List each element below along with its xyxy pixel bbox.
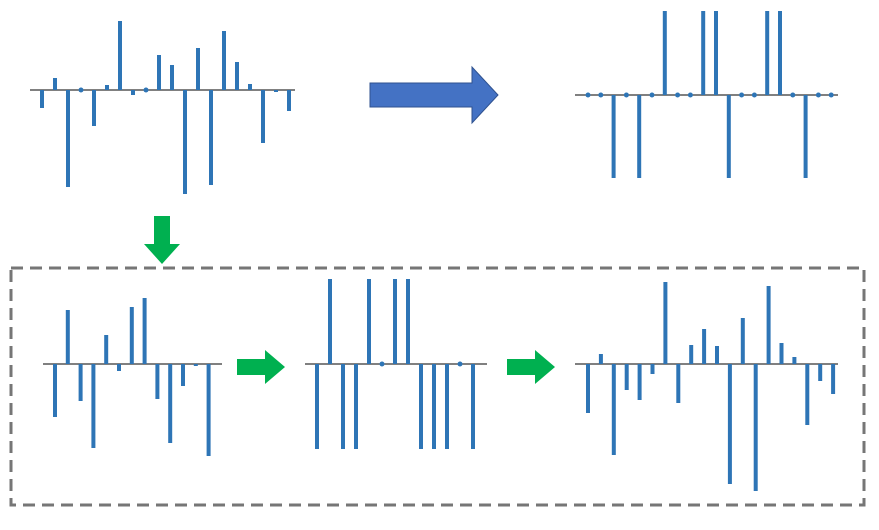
stem bbox=[818, 364, 823, 381]
stem bbox=[53, 78, 57, 90]
blue-arrow bbox=[369, 65, 499, 125]
stem-dot bbox=[143, 87, 149, 93]
stem bbox=[157, 55, 161, 90]
stem bbox=[445, 364, 449, 449]
stem-dot bbox=[751, 92, 757, 98]
stem bbox=[168, 364, 173, 443]
stem-dot bbox=[379, 361, 385, 367]
stem bbox=[66, 90, 70, 187]
stem bbox=[183, 90, 187, 194]
stem-dot bbox=[585, 92, 591, 98]
stem-dot bbox=[739, 92, 745, 98]
stem bbox=[650, 364, 655, 374]
stem bbox=[598, 354, 603, 364]
stem bbox=[105, 85, 109, 90]
stem bbox=[131, 90, 135, 95]
stem bbox=[129, 307, 134, 364]
stem bbox=[471, 364, 475, 449]
stem bbox=[740, 318, 745, 364]
stem bbox=[65, 310, 70, 364]
stem bbox=[328, 279, 332, 364]
stem-dot bbox=[623, 92, 629, 98]
stem bbox=[432, 364, 436, 449]
stem bbox=[726, 95, 731, 178]
stem bbox=[53, 364, 57, 417]
stem bbox=[611, 95, 616, 178]
stem bbox=[206, 364, 211, 456]
stem-dot bbox=[649, 92, 655, 98]
stem bbox=[805, 364, 810, 425]
green-right-arrow bbox=[237, 350, 285, 384]
stem bbox=[624, 364, 629, 390]
stem bbox=[715, 346, 719, 364]
stem bbox=[662, 11, 667, 95]
stem bbox=[287, 90, 291, 111]
stem bbox=[193, 364, 198, 366]
stem bbox=[209, 90, 213, 185]
stem bbox=[117, 364, 121, 371]
stem bbox=[831, 364, 836, 394]
stem bbox=[248, 84, 252, 90]
stem bbox=[142, 298, 147, 364]
stem bbox=[261, 90, 265, 143]
stem-dot bbox=[457, 361, 463, 367]
stem-plots bbox=[30, 11, 838, 491]
stem bbox=[393, 279, 397, 364]
dashed-box bbox=[9, 266, 866, 507]
green-down-arrow bbox=[144, 216, 180, 264]
stem bbox=[586, 364, 590, 413]
stem bbox=[778, 11, 782, 95]
stem bbox=[792, 357, 797, 364]
stem bbox=[222, 31, 226, 90]
stem bbox=[753, 364, 758, 491]
stem bbox=[196, 48, 200, 90]
stem-dot bbox=[790, 92, 796, 98]
stem bbox=[341, 364, 345, 449]
stem bbox=[406, 279, 410, 364]
stem-dot bbox=[675, 92, 681, 98]
stem bbox=[701, 11, 706, 95]
stem-dot bbox=[687, 92, 693, 98]
stem bbox=[803, 95, 808, 178]
stem bbox=[155, 364, 160, 399]
stem bbox=[663, 282, 668, 364]
stem bbox=[40, 90, 44, 108]
stem bbox=[181, 364, 185, 386]
stem-dot bbox=[598, 92, 604, 98]
stem-dot bbox=[815, 92, 821, 98]
stem bbox=[354, 364, 358, 449]
stem bbox=[779, 343, 784, 364]
stem bbox=[727, 364, 732, 484]
stem bbox=[637, 364, 642, 400]
stem bbox=[78, 364, 83, 401]
stem bbox=[702, 329, 707, 364]
stem-dot bbox=[828, 92, 834, 98]
stem-dot bbox=[78, 87, 84, 93]
stem bbox=[689, 345, 694, 364]
stem bbox=[104, 335, 109, 364]
stem bbox=[92, 90, 96, 126]
stem bbox=[235, 62, 239, 90]
stem bbox=[118, 21, 122, 90]
stem bbox=[714, 11, 718, 95]
stem bbox=[91, 364, 96, 448]
stem bbox=[315, 364, 319, 449]
stem bbox=[611, 364, 616, 455]
stem bbox=[766, 286, 771, 364]
stem bbox=[676, 364, 681, 403]
stem bbox=[637, 95, 642, 178]
stem bbox=[419, 364, 423, 449]
green-right-arrow bbox=[507, 350, 555, 384]
stem bbox=[367, 279, 371, 364]
stem bbox=[765, 11, 770, 95]
stem bbox=[170, 65, 174, 90]
stem bbox=[274, 90, 278, 92]
